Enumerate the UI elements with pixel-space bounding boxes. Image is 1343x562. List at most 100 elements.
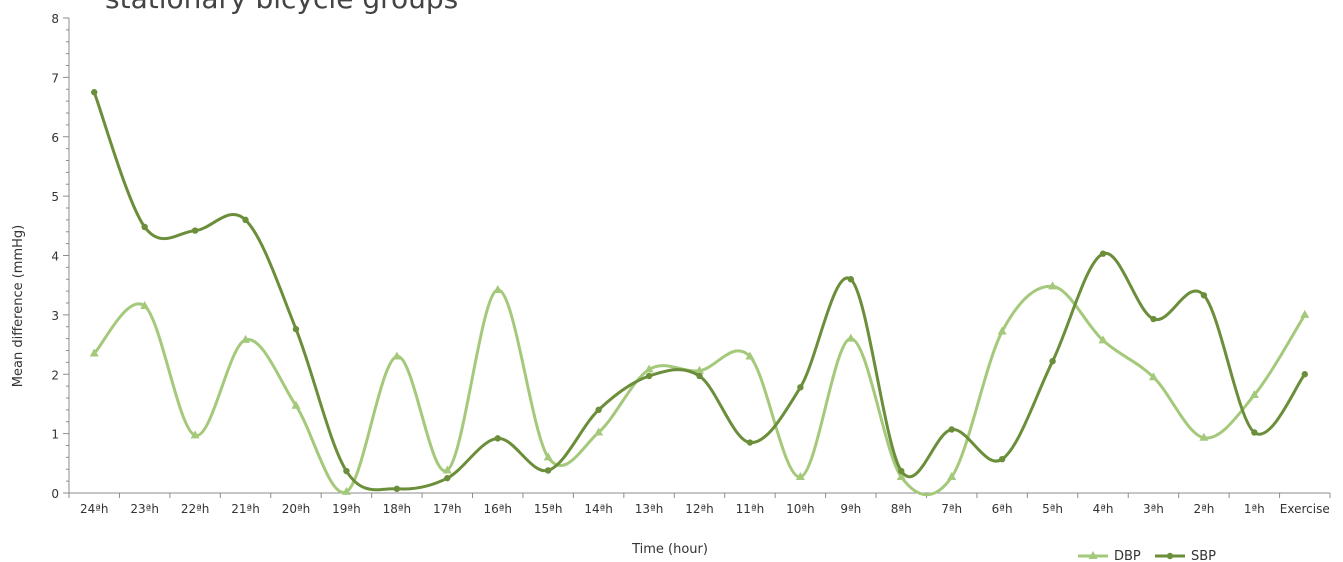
sbp-point (1301, 371, 1308, 378)
dbp-point (442, 465, 452, 474)
dbp-point (291, 400, 301, 409)
legend-item-dbp: DBP (1078, 549, 1141, 562)
x-tick-label: 22ªh (181, 502, 210, 516)
x-tick-label: 2ªh (1193, 502, 1214, 516)
dbp-point (543, 452, 553, 461)
sbp-point (1049, 357, 1056, 365)
x-tick-label: 11ªh (736, 502, 765, 516)
x-axis-label: Time (hour) (631, 542, 708, 557)
x-tick-label: 19ªh (332, 502, 361, 516)
dbp-point (846, 333, 856, 342)
sbp-point (1099, 250, 1107, 257)
x-tick-label: 17ªh (433, 502, 462, 516)
sbp-point (1150, 315, 1157, 323)
dbp-point (1199, 432, 1209, 441)
sbp-point (343, 467, 350, 475)
sbp-point (242, 216, 249, 224)
dbp-point (594, 427, 604, 436)
dbp-point (745, 351, 755, 360)
dbp-point (493, 284, 503, 293)
legend-label-dbp: DBP (1114, 549, 1141, 562)
dbp-point (89, 348, 99, 357)
x-tick-label: 16ªh (483, 502, 512, 516)
y-tick-label: 1 (51, 428, 59, 442)
x-tick-label: 10ªh (786, 502, 815, 516)
x-tick-label: 18ªh (383, 502, 412, 516)
dbp-point (190, 430, 200, 439)
y-tick-label: 8 (51, 12, 59, 26)
x-tick-label: 3ªh (1143, 502, 1164, 516)
sbp-point (292, 325, 300, 333)
y-tick-label: 5 (51, 190, 59, 204)
legend-marker-sbp (1166, 552, 1174, 560)
x-tick-label: 21ªh (231, 502, 260, 516)
x-tick-label: Exercise (1280, 502, 1330, 516)
x-tick-label: 13ªh (635, 502, 664, 516)
sbp-point (141, 223, 148, 231)
x-tick-label: 1ªh (1244, 502, 1265, 516)
dbp-point (241, 334, 251, 343)
x-tick-label: 7ªh (941, 502, 962, 516)
dbp-point (795, 471, 805, 480)
x-tick-label: 6ªh (992, 502, 1013, 516)
dbp-point (947, 471, 957, 480)
x-tick-label: 14ªh (584, 502, 613, 516)
series-sbp (91, 89, 1308, 493)
x-tick-label: 12ªh (685, 502, 714, 516)
sbp-point (544, 467, 552, 474)
y-tick-label: 7 (51, 71, 59, 85)
dbp-point (1048, 281, 1058, 290)
sbp-point (1251, 429, 1258, 436)
y-axis-label: Mean difference (mmHg) (11, 225, 26, 387)
sbp-point (696, 372, 703, 380)
x-tick-label: 20ªh (282, 502, 311, 516)
y-tick-label: 2 (51, 368, 59, 382)
dbp-point (1300, 309, 1310, 318)
sbp-point (948, 426, 955, 433)
sbp-point (1200, 292, 1208, 299)
legend: DBP SBP (1078, 549, 1216, 562)
dbp-point (140, 300, 150, 309)
dbp-point (1148, 372, 1158, 381)
sbp-point (645, 372, 653, 380)
sbp-point (91, 89, 98, 96)
x-tick-label: 5ªh (1042, 502, 1063, 516)
sbp-point (746, 439, 754, 446)
x-tick-label: 9ªh (840, 502, 861, 516)
series-dbp (89, 281, 1310, 497)
x-tick-label: 23ªh (130, 502, 159, 516)
sbp-point (393, 485, 401, 493)
dbp-point (695, 365, 704, 374)
x-tick-label: 24ªh (80, 502, 109, 516)
legend-item-sbp: SBP (1155, 549, 1216, 562)
dbp-point (896, 471, 906, 480)
sbp-point (998, 455, 1006, 463)
x-axis: 24ªh 23ªh 22ªh 21ªh 20ªh 19ªh 18ªh 17ªh 16ªh 15ªh… (68, 492, 1331, 516)
y-axis: 0 1 2 3 4 5 6 7 8 (51, 12, 70, 501)
x-tick-label: 15ªh (534, 502, 563, 516)
dbp-point (1098, 335, 1108, 344)
sbp-point (797, 384, 804, 391)
legend-label-sbp: SBP (1191, 549, 1216, 562)
dbp-point (1249, 390, 1259, 399)
x-tick-label: 4ªh (1093, 502, 1114, 516)
dbp-line (93, 284, 1307, 497)
y-tick-label: 3 (51, 309, 59, 323)
chart-title: stationary bicycle groups (105, 0, 458, 15)
dbp-point (644, 364, 654, 373)
y-tick-label: 6 (51, 131, 59, 145)
sbp-line (92, 91, 1307, 492)
sbp-point (898, 467, 905, 475)
legend-marker-dbp (1088, 551, 1098, 559)
sbp-point (847, 276, 855, 283)
dbp-point (392, 351, 402, 360)
series-layer (89, 89, 1310, 497)
x-tick-label: 8ªh (891, 502, 912, 516)
sbp-point (595, 406, 602, 414)
sbp-point (444, 474, 451, 482)
sbp-point (191, 227, 199, 234)
sbp-point (494, 435, 501, 442)
y-tick-label: 4 (51, 250, 59, 264)
dbp-point (997, 326, 1007, 335)
